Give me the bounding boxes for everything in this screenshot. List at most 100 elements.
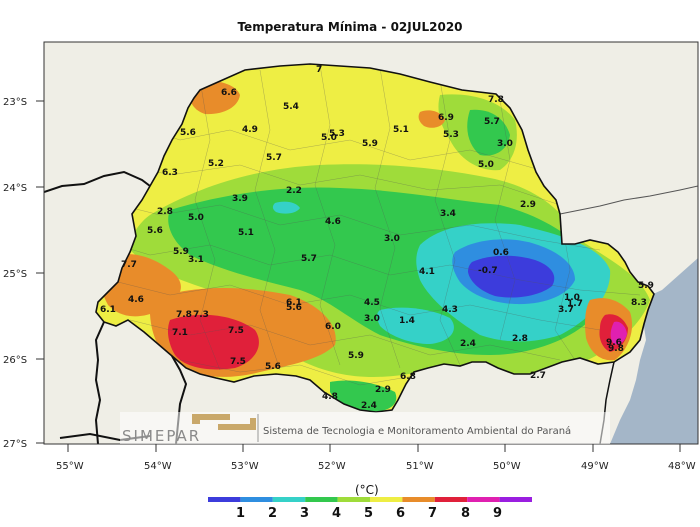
border-sao-paulo: [559, 185, 698, 215]
colorbar-swatch: [370, 497, 403, 502]
station-value: 9.6: [606, 338, 622, 348]
station-value: 5.6: [286, 303, 302, 313]
colorbar-swatch: [467, 497, 500, 502]
station-value: 6.8: [400, 372, 416, 382]
lon-label: 55°W: [56, 461, 84, 472]
lon-label: 54°W: [144, 461, 172, 472]
lat-label: 25°S: [3, 269, 27, 280]
station-value: 7.5: [230, 357, 246, 367]
station-value: 7.3: [193, 310, 209, 320]
station-value: 7.5: [228, 326, 244, 336]
station-value: 5.7: [301, 254, 317, 264]
border-mato-grosso-do-sul: [44, 170, 151, 193]
border-paraguay: [94, 321, 105, 444]
colorbar-swatch: [272, 497, 306, 502]
station-value: 1.4: [399, 316, 415, 326]
station-value: 9.8: [608, 344, 624, 354]
station-value: 7.8: [488, 95, 504, 105]
latitude-axis: 23°S 24°S 25°S 26°S 27°S: [3, 97, 44, 450]
station-value: 2.7: [530, 371, 546, 381]
station-value: 4.6: [325, 217, 341, 227]
station-value: -0.7: [478, 266, 498, 276]
lon-label: 53°W: [231, 461, 259, 472]
station-value: 3.1: [188, 255, 204, 265]
colorbar: (°C) 1 2 3 4 5 6 7 8 9: [208, 483, 532, 521]
station-value: 1.7: [567, 299, 583, 309]
colorbar-swatch: [208, 497, 241, 502]
colorbar-label: 1: [236, 506, 245, 521]
station-value: 5.7: [266, 153, 282, 163]
colorbar-label: 6: [396, 506, 405, 521]
colorbar-unit: (°C): [355, 483, 379, 497]
station-value: 5.3: [443, 130, 459, 140]
municipal-boundaries: [99, 64, 641, 386]
station-value: 6.0: [325, 322, 341, 332]
colorbar-swatch: [499, 497, 532, 502]
lon-label: 51°W: [406, 461, 434, 472]
colorbar-label: 8: [461, 506, 470, 521]
logo-subtitle: Sistema de Tecnologia e Monitoramento Am…: [263, 425, 571, 437]
station-value: 5.0: [321, 133, 337, 143]
station-value: 4.3: [442, 305, 458, 315]
logo-name: SIMEPAR: [122, 427, 201, 445]
station-value: 6.3: [162, 168, 178, 178]
colorbar-label: 7: [428, 506, 437, 521]
station-value: 0.6: [493, 248, 509, 258]
logo-mark-icon: [218, 418, 256, 430]
station-value: 5.6: [265, 362, 281, 372]
longitude-axis: 55°W 54°W 53°W 52°W 51°W 50°W 49°W 48°W: [56, 444, 696, 472]
ocean: [610, 258, 698, 444]
station-value: 5.9: [173, 247, 189, 257]
station-value: 5.6: [147, 226, 163, 236]
simepar-logo: SIMEPAR Sistema de Tecnologia e Monitora…: [120, 412, 610, 445]
station-value: 5.2: [208, 159, 224, 169]
station-values: 6.6 5.4 7 5.6 4.9 5.0 5.3 5.1 6.9 7.8 5.…: [100, 65, 654, 411]
colorbar-label: 2: [268, 506, 277, 521]
colorbar-swatches: [208, 497, 532, 502]
lon-label: 48°W: [668, 461, 696, 472]
station-value: 2.2: [286, 186, 302, 196]
station-value: 4.1: [419, 267, 435, 277]
station-value: 7.7: [121, 260, 137, 270]
station-value: 2.9: [375, 385, 391, 395]
colorbar-swatch: [434, 497, 468, 502]
station-value: 5.0: [188, 213, 204, 223]
station-value: 1.0: [564, 293, 580, 303]
station-value: 4.8: [322, 392, 338, 402]
station-value: 6.9: [438, 113, 454, 123]
station-value: 2.9: [520, 200, 536, 210]
station-value: 5.6: [180, 128, 196, 138]
station-value: 5.1: [238, 228, 254, 238]
station-value: 3.0: [384, 234, 400, 244]
station-value: 7.1: [172, 328, 188, 338]
logo-mark-icon: [192, 414, 230, 424]
station-value: 2.4: [460, 339, 476, 349]
station-value: 2.8: [512, 334, 528, 344]
colorbar-label: 4: [332, 506, 341, 521]
station-value: 3.4: [440, 209, 456, 219]
station-value: 5.9: [638, 281, 654, 291]
lon-label: 52°W: [318, 461, 346, 472]
lat-label: 27°S: [3, 439, 27, 450]
colorbar-swatch: [402, 497, 435, 502]
station-value: 5.4: [283, 102, 299, 112]
lon-label: 49°W: [581, 461, 609, 472]
station-value: 5.7: [484, 117, 500, 127]
station-value: 2.4: [361, 401, 377, 411]
station-value: 6.1: [100, 305, 116, 315]
colorbar-label: 5: [364, 506, 373, 521]
temperature-field: [96, 64, 654, 412]
lat-label: 26°S: [3, 355, 27, 366]
lon-label: 50°W: [493, 461, 521, 472]
lat-label: 24°S: [3, 183, 27, 194]
station-value: 5.0: [478, 160, 494, 170]
station-value: 4.6: [128, 295, 144, 305]
station-value: 3.9: [232, 194, 248, 204]
station-value: 4.9: [242, 125, 258, 135]
station-value: 3.0: [364, 314, 380, 324]
station-value: 6.6: [221, 88, 237, 98]
station-value: 5.9: [362, 139, 378, 149]
colorbar-swatch: [240, 497, 273, 502]
lat-label: 23°S: [3, 97, 27, 108]
